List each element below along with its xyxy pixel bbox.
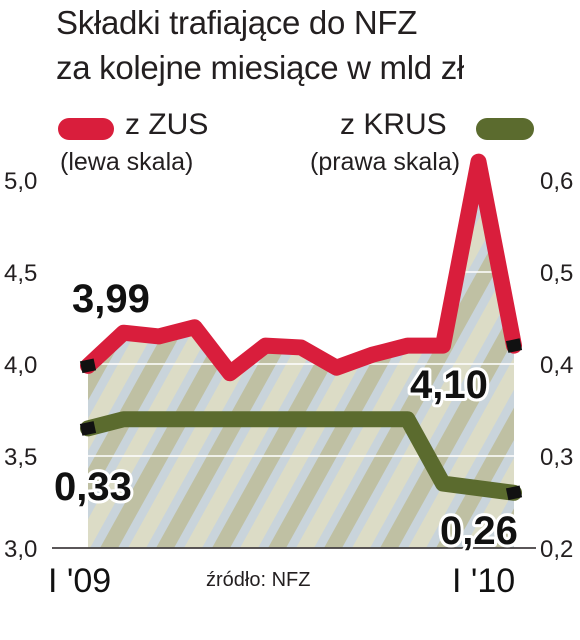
hatch-stripe [352, 170, 514, 548]
chart-title-line-1: Składki trafiające do NFZ [56, 4, 418, 41]
legend-label-zus: z ZUS [125, 108, 209, 141]
series-line-krus [80, 411, 522, 501]
y-right-tick-label: 0,4 [540, 352, 573, 379]
hatch-stripe [296, 170, 514, 548]
y-right-tick-label: 0,2 [540, 536, 573, 563]
y-left-tick-label: 4,0 [4, 352, 37, 379]
y-left-tick-label: 3,0 [4, 536, 37, 563]
y-left-tick-label: 3,5 [4, 444, 37, 471]
marker-zus-first [79, 358, 97, 374]
legend-label-krus: z KRUS [340, 108, 447, 141]
hatch-stripe [436, 170, 514, 548]
value-label-zus-last: 4,10 [410, 363, 488, 407]
y-right-tick-label: 0,3 [540, 444, 573, 471]
legend-note-krus: (prawa skala) [310, 148, 461, 176]
value-label-zus-first: 3,99 [72, 277, 150, 321]
hatch-stripe [380, 170, 514, 548]
legend-swatch-zus [58, 118, 114, 140]
legend-swatch-krus [476, 118, 534, 140]
y-left-tick-label: 4,5 [4, 260, 37, 287]
marker-zus-last [505, 338, 523, 353]
marker-krus-first [79, 421, 97, 436]
x-tick-label-end: I '10 [452, 562, 515, 600]
y-left-tick-label: 5,0 [4, 168, 37, 195]
series-line-zus [80, 153, 522, 382]
legend-note-zus: (lewa skala) [60, 148, 194, 176]
chart-title-line-2: za kolejne miesiące w mld zł [56, 49, 464, 86]
source-label: źródło: NFZ [206, 569, 310, 591]
value-label-krus-first: 0,33 [54, 465, 132, 509]
y-right-tick-label: 0,6 [540, 168, 573, 195]
y-right-tick-label: 0,5 [540, 260, 573, 287]
x-tick-label-start: I '09 [48, 562, 111, 600]
value-label-krus-last: 0,26 [440, 509, 518, 553]
marker-krus-last [505, 485, 523, 501]
hatch-stripe [408, 170, 514, 548]
